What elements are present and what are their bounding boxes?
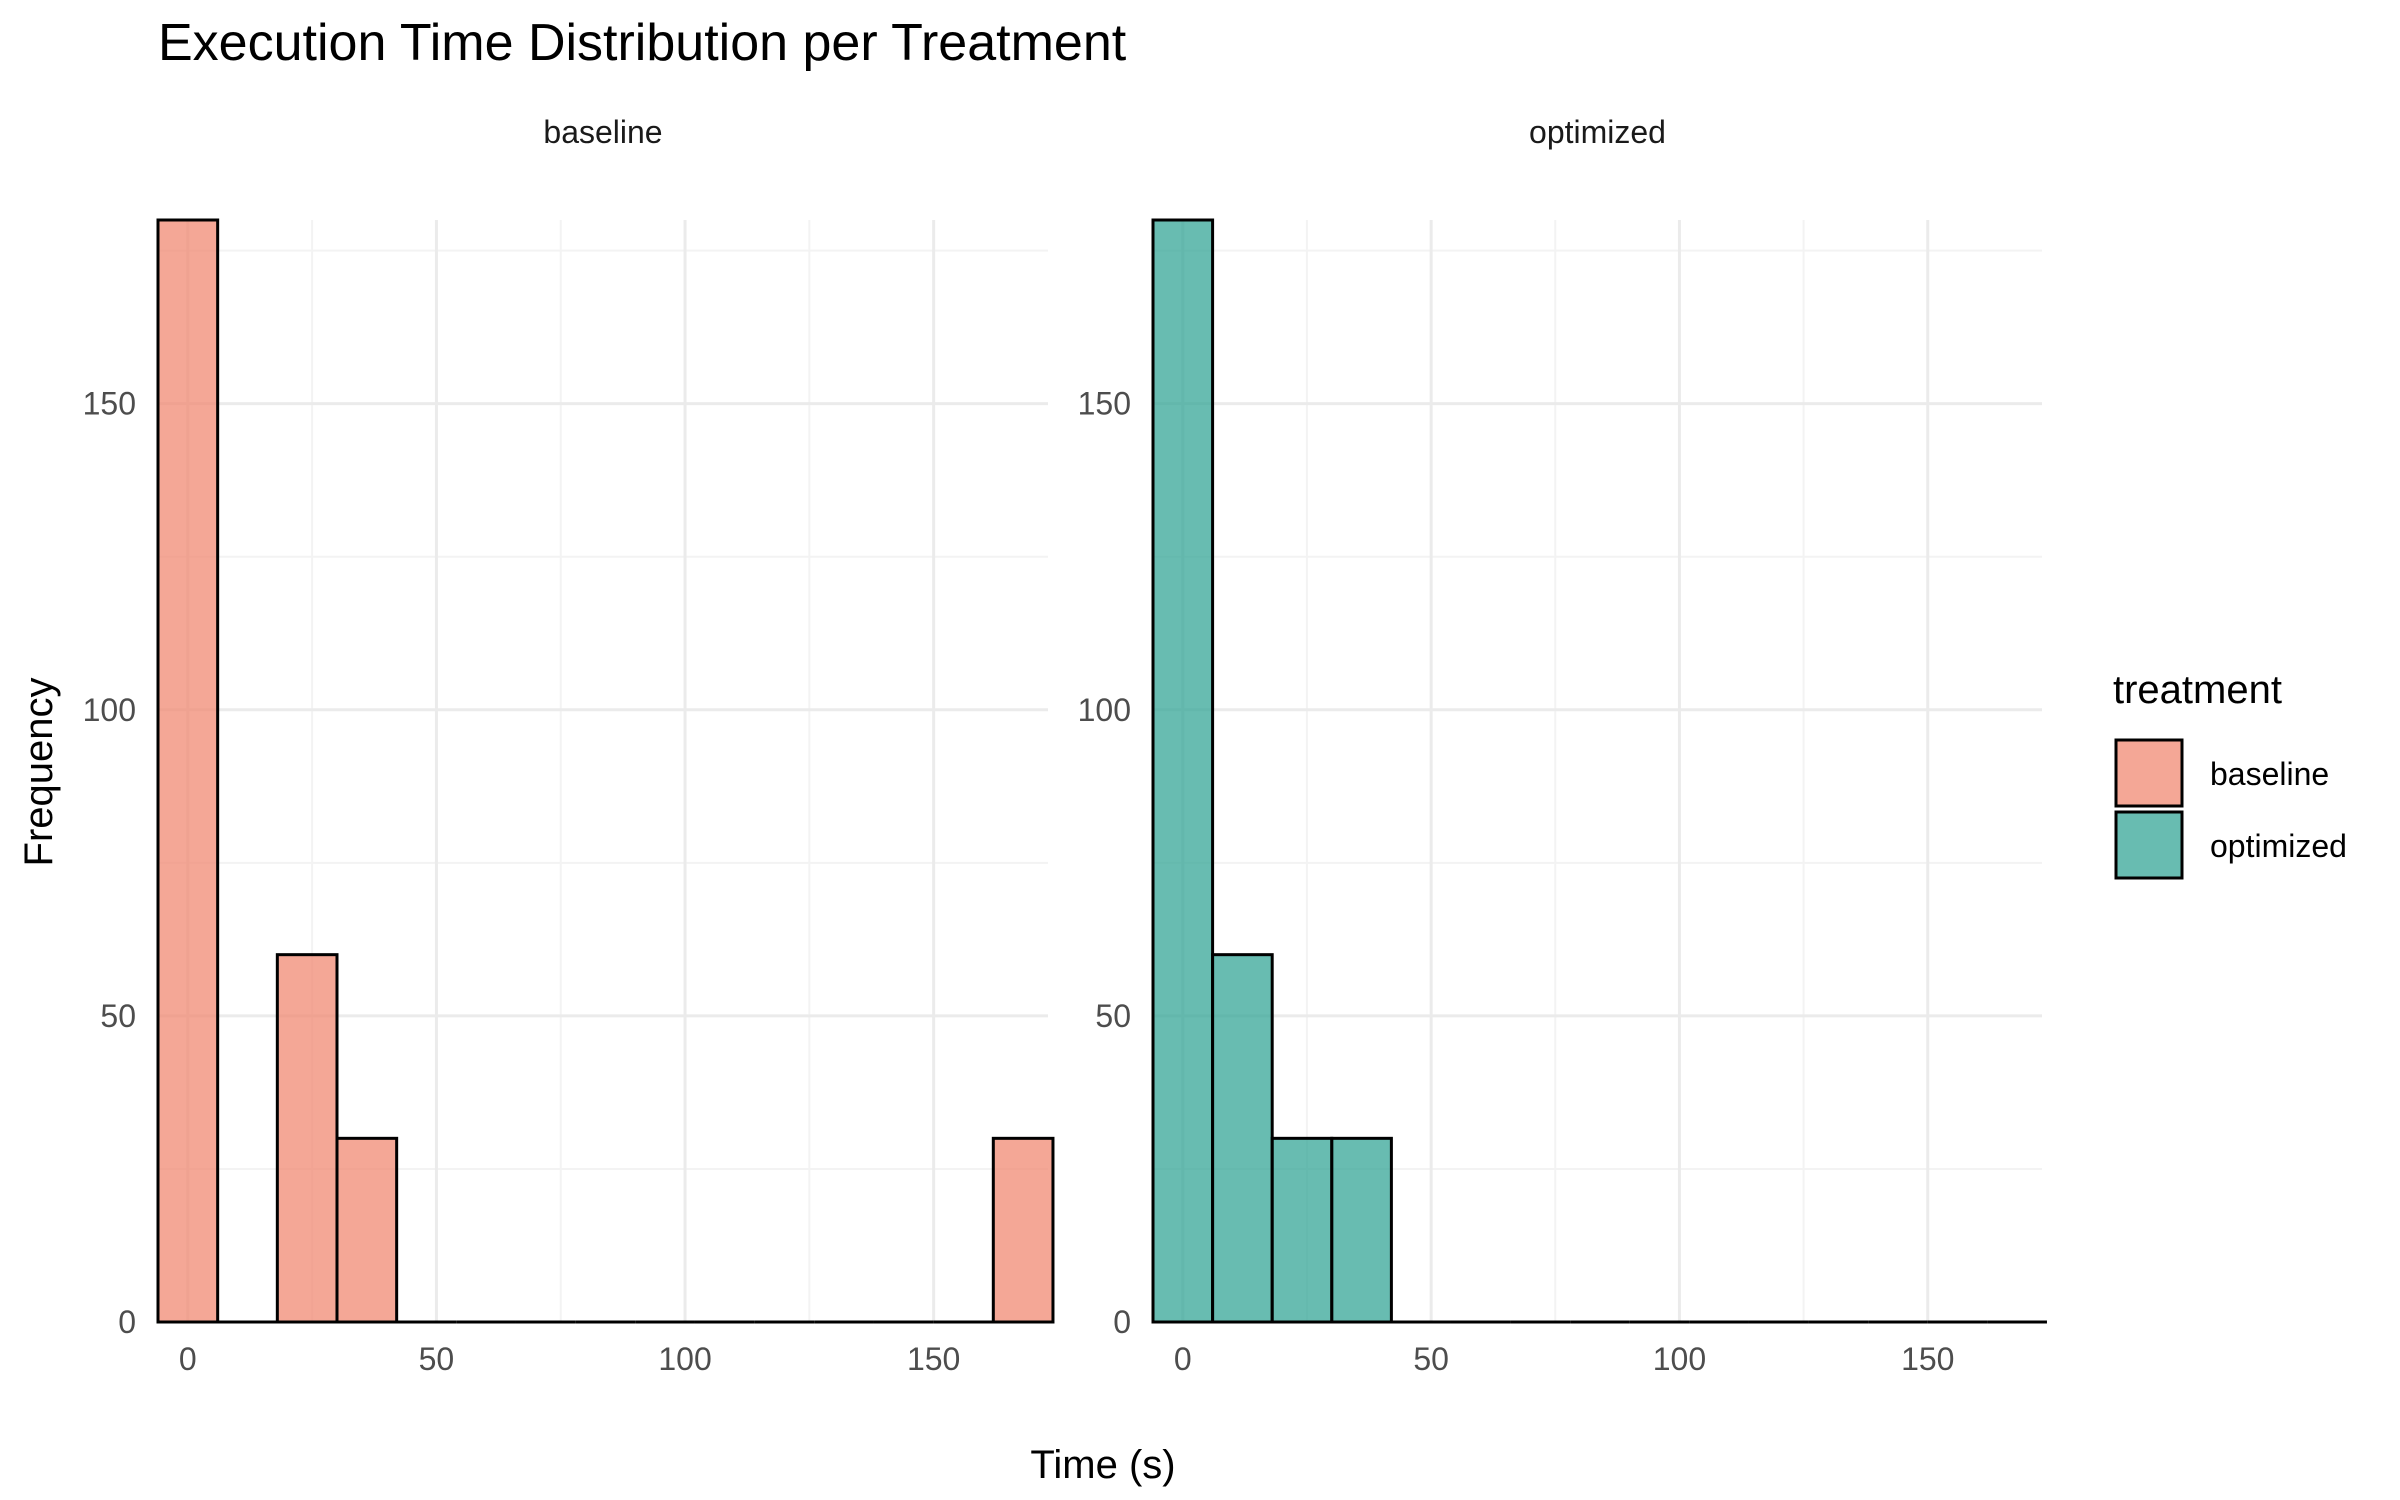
chart-title: Execution Time Distribution per Treatmen… <box>158 14 1127 72</box>
histogram-bar <box>1330 1136 1393 1324</box>
x-tick-label: 0 <box>179 1341 197 1377</box>
y-tick-label: 50 <box>100 998 136 1034</box>
y-tick-label: 0 <box>118 1304 136 1340</box>
x-tick-label: 0 <box>1174 1341 1192 1377</box>
facet-strip-label: optimized <box>1529 114 1666 150</box>
histogram-bar <box>335 1136 399 1324</box>
histogram-bar <box>1211 953 1274 1324</box>
histogram-bar <box>156 218 220 1324</box>
legend-label-baseline: baseline <box>2210 756 2329 792</box>
x-tick-label: 150 <box>907 1341 960 1377</box>
x-tick-label: 50 <box>1413 1341 1449 1377</box>
legend-title: treatment <box>2113 668 2282 712</box>
histogram-bar <box>1151 218 1215 1324</box>
y-tick-label: 0 <box>1113 1304 1131 1340</box>
histogram-bar <box>275 953 339 1324</box>
y-tick-label: 150 <box>83 386 136 422</box>
facet-panels: baseline 0 50 100 150 0 50 100 150 optimized 0 50 10… <box>83 114 2047 1377</box>
legend-key-baseline <box>2114 738 2184 808</box>
x-tick-label: 50 <box>419 1341 455 1377</box>
x-tick-label: 100 <box>1653 1341 1706 1377</box>
facet-strip-label: baseline <box>543 114 662 150</box>
y-tick-label: 150 <box>1078 386 1131 422</box>
histogram-bar <box>991 1136 1055 1324</box>
facet-baseline: baseline 0 50 100 150 0 50 100 150 <box>83 114 1055 1377</box>
legend-label-optimized: optimized <box>2210 828 2347 864</box>
legend-key-optimized <box>2114 810 2184 880</box>
x-tick-label: 100 <box>658 1341 711 1377</box>
x-axis-label: Time (s) <box>1030 1443 1175 1487</box>
facet-optimized: optimized 0 50 100 150 0 50 100 150 <box>1078 114 2047 1377</box>
histogram-bar <box>1270 1136 1334 1324</box>
y-tick-label: 50 <box>1095 998 1131 1034</box>
y-axis-label: Frequency <box>17 678 61 867</box>
legend: treatment baseline optimized <box>2113 668 2347 880</box>
x-tick-label: 150 <box>1901 1341 1954 1377</box>
y-tick-label: 100 <box>1078 692 1131 728</box>
y-tick-label: 100 <box>83 692 136 728</box>
